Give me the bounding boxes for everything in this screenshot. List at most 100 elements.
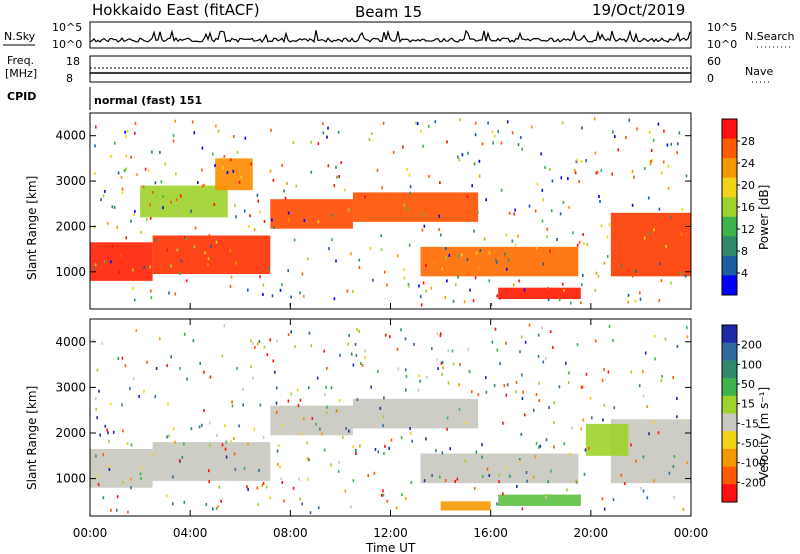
speckle-point [601, 497, 604, 501]
speckle-point [544, 166, 546, 169]
speckle-point [676, 415, 678, 419]
speckle-point [441, 267, 443, 271]
speckle-point [506, 120, 509, 124]
speckle-point [262, 435, 265, 439]
speckle-point [473, 487, 476, 490]
colorbar-tick-label: 100 [741, 358, 762, 371]
speckle-point [382, 424, 384, 428]
speckle-point [125, 167, 127, 171]
speckle-point [515, 380, 518, 384]
speckle-point [135, 329, 138, 332]
speckle-point [650, 160, 652, 163]
speckle-point [172, 475, 174, 479]
speckle-point [270, 128, 272, 132]
speckle-point [630, 443, 632, 447]
speckle-point [584, 448, 587, 452]
colorbar-swatch [722, 413, 737, 432]
speckle-point [580, 160, 583, 163]
speckle-point [352, 290, 354, 293]
colorbar-swatch [722, 466, 737, 485]
colorbar-tick-label: 20 [741, 179, 755, 192]
speckle-point [474, 133, 477, 137]
speckle-point [563, 289, 565, 292]
speckle-point [224, 424, 226, 428]
speckle-point [181, 455, 184, 459]
speckle-point [383, 396, 385, 400]
speckle-point [104, 189, 106, 193]
data-band-1 [152, 442, 271, 481]
speckle-point [330, 386, 333, 390]
speckle-point [444, 479, 447, 482]
x-tick-label: 00:00 [73, 526, 108, 540]
speckle-point [323, 349, 325, 353]
speckle-point [337, 130, 340, 134]
speckle-point [452, 299, 455, 303]
nsearch-label: N.Search [745, 30, 795, 43]
speckle-point [130, 486, 132, 490]
data-band-2 [270, 405, 353, 436]
speckle-point [290, 295, 292, 299]
speckle-point [524, 413, 526, 417]
speckle-point [545, 438, 548, 442]
speckle-point [110, 508, 112, 512]
speckle-point [354, 342, 357, 346]
speckle-point [434, 120, 437, 124]
speckle-point [383, 452, 385, 455]
speckle-point [403, 276, 406, 280]
speckle-point [269, 496, 271, 500]
speckle-point [119, 254, 122, 258]
speckle-point [338, 398, 341, 402]
speckle-point [428, 124, 430, 128]
speckle-point [436, 332, 439, 336]
speckle-point [250, 365, 252, 369]
speckle-point [116, 225, 119, 229]
speckle-point [635, 459, 637, 463]
speckle-point [94, 144, 96, 148]
speckle-point [352, 363, 355, 367]
speckle-point [547, 286, 549, 290]
speckle-point [213, 203, 216, 206]
speckle-point [467, 347, 470, 351]
speckle-point [125, 154, 128, 158]
speckle-point [446, 140, 448, 144]
colorbar-swatch [722, 177, 737, 198]
speckle-point [425, 264, 427, 267]
speckle-point [417, 388, 420, 392]
power-heatmap [90, 158, 691, 300]
speckle-point [201, 423, 203, 427]
time-x-axis: 00:00 04:00 08:00 12:00 16:00 20:00 00:00 [73, 303, 709, 540]
speckle-point [147, 169, 150, 173]
speckle-point [368, 198, 371, 202]
speckle-point [512, 283, 515, 287]
speckle-point [496, 502, 498, 506]
speckle-point [325, 411, 328, 415]
speckle-point [154, 181, 157, 185]
speckle-point [317, 142, 320, 146]
speckle-point [547, 298, 550, 302]
speckle-point [160, 268, 162, 272]
speckle-point [352, 445, 354, 449]
speckle-point [431, 347, 433, 351]
speckle-point [397, 254, 399, 258]
speckle-point [536, 182, 539, 186]
x-tick-label: 00:00 [674, 526, 709, 540]
speckle-point [117, 356, 120, 360]
speckle-point [146, 218, 148, 222]
speckle-point [422, 212, 425, 216]
speckle-point [207, 257, 210, 261]
speckle-point [600, 224, 603, 228]
speckle-point [132, 268, 134, 272]
speckle-point [542, 198, 544, 202]
speckle-point [519, 458, 521, 462]
speckle-point [568, 206, 570, 209]
speckle-point [236, 366, 238, 370]
speckle-point [197, 181, 199, 185]
speckle-point [475, 251, 478, 255]
speckle-point [546, 493, 548, 497]
speckle-point [431, 474, 433, 477]
speckle-point [275, 410, 278, 414]
speckle-point [124, 130, 126, 134]
speckle-point [150, 289, 152, 293]
speckle-point [100, 198, 102, 202]
speckle-point [325, 385, 327, 389]
